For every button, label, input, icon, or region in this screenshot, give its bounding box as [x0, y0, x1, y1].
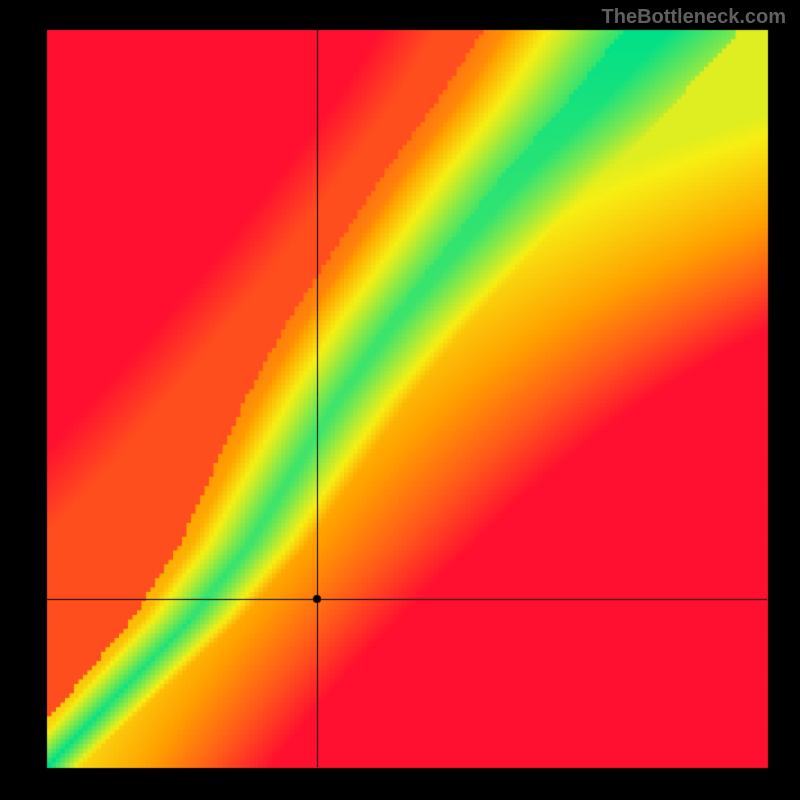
- heatmap-canvas: [0, 0, 800, 800]
- chart-container: TheBottleneck.com: [0, 0, 800, 800]
- watermark-text: TheBottleneck.com: [602, 6, 786, 29]
